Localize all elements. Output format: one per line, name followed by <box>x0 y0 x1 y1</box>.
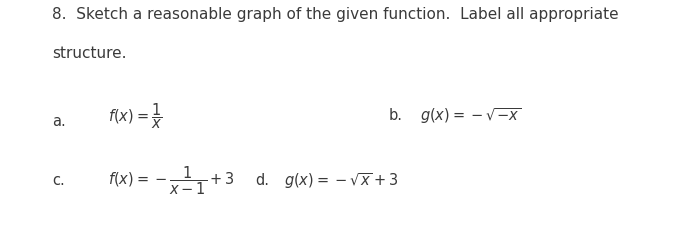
Text: $f(x) = \dfrac{1}{x}$: $f(x) = \dfrac{1}{x}$ <box>108 101 163 130</box>
Text: b.: b. <box>389 108 402 123</box>
Text: $g(x) = -\sqrt{x}+3$: $g(x) = -\sqrt{x}+3$ <box>284 170 398 190</box>
Text: c.: c. <box>52 173 65 188</box>
Text: $g(x) = -\sqrt{-x}$: $g(x) = -\sqrt{-x}$ <box>420 106 521 125</box>
Text: a.: a. <box>52 113 66 128</box>
Text: d.: d. <box>256 173 270 188</box>
Text: structure.: structure. <box>52 46 127 61</box>
Text: 8.  Sketch a reasonable graph of the given function.  Label all appropriate: 8. Sketch a reasonable graph of the give… <box>52 7 619 22</box>
Text: $f(x) = -\dfrac{1}{x-1}+3$: $f(x) = -\dfrac{1}{x-1}+3$ <box>108 164 235 196</box>
